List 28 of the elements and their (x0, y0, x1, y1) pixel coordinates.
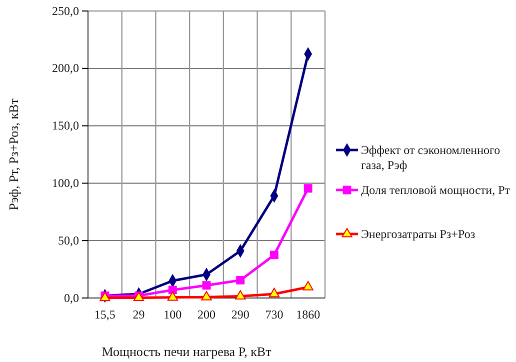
point (168, 286, 177, 294)
y-tick-label: 50,0 (58, 233, 79, 248)
y-tick-label: 0,0 (64, 290, 79, 305)
x-tick-label: 1860 (296, 308, 320, 322)
y-tick-label: 100,0 (52, 176, 79, 190)
x-tick-label: 29 (132, 308, 145, 322)
point (304, 184, 312, 193)
x-tick-label: 100 (164, 308, 182, 322)
legend-label: Доля тепловой мощности, Рт (361, 183, 511, 197)
x-tick-label: 730 (265, 308, 284, 322)
legend-label: Энергозатраты Рз+Роз (361, 227, 476, 241)
point (236, 276, 245, 284)
point (302, 281, 314, 290)
x-tick-label: 290 (231, 308, 250, 322)
y-tick-label: 250,0 (52, 4, 79, 18)
y-tick-label: 200,0 (52, 61, 79, 76)
y-axis-title: Рэф, Рт, Рз+Роз, кВт (6, 98, 21, 210)
point (270, 250, 278, 260)
point (167, 291, 178, 301)
x-tick-label: 15,5 (94, 308, 116, 322)
point (268, 288, 280, 298)
x-tick-label: 200 (198, 308, 216, 322)
point (235, 290, 246, 300)
legend-label: Эффект от сэкономленного газа, Рэф (361, 143, 500, 172)
point (201, 291, 212, 300)
point (202, 281, 211, 290)
y-tick-label: 150,0 (52, 118, 79, 133)
x-axis-title: Мощность печи нагрева P, кВт (102, 344, 272, 359)
